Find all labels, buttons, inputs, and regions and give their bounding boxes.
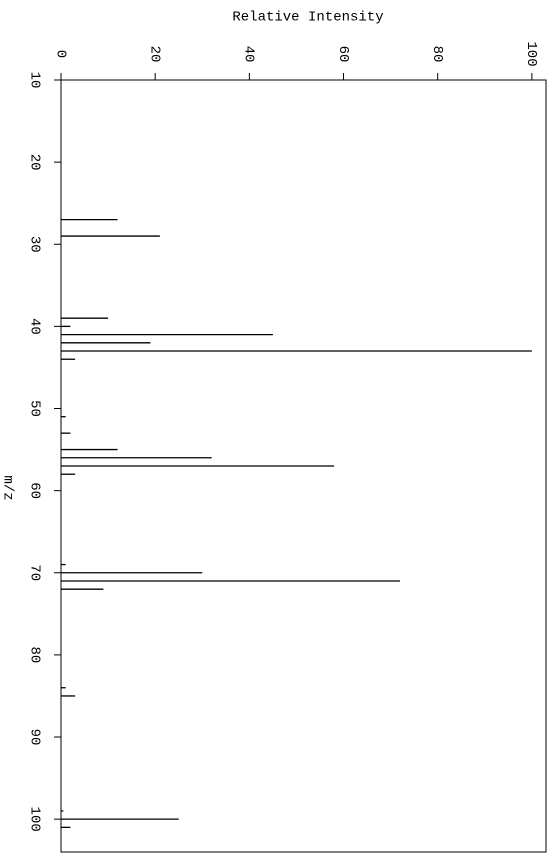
x-tick-label: 80 [429,46,445,63]
y-tick-label: 10 [26,72,42,89]
y-tick-label: 60 [26,482,42,499]
y-tick-label: 90 [26,729,42,746]
y-tick-label: 50 [26,400,42,417]
y-tick-label: 40 [26,318,42,335]
x-axis-label: Relative Intensity [232,10,383,26]
x-tick-label: 60 [335,46,351,63]
x-tick-label: 0 [52,50,68,58]
x-tick-label: 40 [241,46,257,63]
x-tick-label: 20 [146,46,162,63]
y-tick-label: 30 [26,236,42,253]
y-tick-label: 70 [26,564,42,581]
y-tick-label: 20 [26,154,42,171]
y-tick-label: 80 [26,646,42,663]
y-tick-label: 100 [26,807,42,832]
x-tick-label: 100 [523,41,539,66]
y-axis-label: m/z [0,475,15,500]
